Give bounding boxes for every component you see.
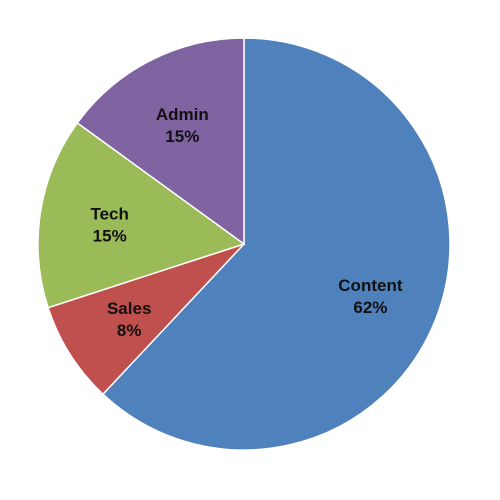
pie-label-sales: Sales 8% (107, 299, 151, 340)
pie-label-value: 15% (93, 227, 127, 246)
pie-label-name: Tech (90, 205, 128, 224)
pie-label-tech: Tech 15% (90, 205, 128, 246)
pie-slices (37, 37, 451, 451)
pie-labels: Content 62% Sales 8% Tech 15% Admin 15% (90, 105, 402, 340)
pie-label-value: 15% (165, 127, 199, 146)
pie-label-admin: Admin 15% (156, 105, 209, 146)
pie-label-name: Admin (156, 105, 209, 124)
pie-label-name: Sales (107, 299, 151, 318)
pie-slice-tech (37, 121, 246, 309)
pie-slice-admin (76, 37, 245, 246)
pie-label-value: 8% (117, 321, 142, 340)
pie-slice-content (101, 37, 451, 451)
pie-label-value: 62% (353, 298, 387, 317)
pie-label-content: Content 62% (338, 276, 403, 317)
pie-label-name: Content (338, 276, 403, 295)
pie-slice-sales (47, 243, 245, 396)
